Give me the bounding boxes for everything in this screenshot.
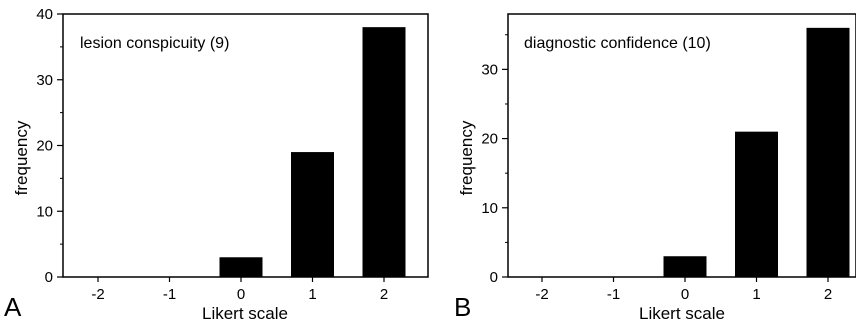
panel-label: A bbox=[4, 292, 22, 322]
bar-2 bbox=[362, 27, 406, 278]
x-tick-label: -2 bbox=[91, 286, 104, 303]
y-tick-label: 10 bbox=[36, 203, 53, 220]
y-tick-label: 20 bbox=[36, 138, 53, 155]
bars-group bbox=[219, 27, 406, 278]
x-tick-label: -1 bbox=[163, 286, 176, 303]
y-tick-label: 0 bbox=[45, 269, 53, 286]
panel-a: -2 -1 0 1 2 0 10 20 30 40 lesion conspicuity (9)… bbox=[4, 6, 429, 323]
x-tick-label: 0 bbox=[681, 286, 689, 303]
y-tick-label: 20 bbox=[481, 131, 498, 148]
annotation: lesion conspicuity (9) bbox=[80, 35, 229, 52]
x-axis-label: Likert scale bbox=[639, 304, 725, 323]
bar-1 bbox=[735, 131, 778, 277]
bar-2 bbox=[806, 27, 850, 278]
panel-label: B bbox=[454, 292, 471, 322]
y-tick-label: 40 bbox=[36, 6, 53, 23]
x-tick-label: 0 bbox=[237, 286, 245, 303]
y-tick-label: 0 bbox=[490, 269, 498, 286]
x-tick-label: 1 bbox=[752, 286, 760, 303]
bars-group bbox=[663, 27, 850, 278]
x-ticks-group: -2 -1 0 1 2 bbox=[535, 277, 832, 303]
bar-0 bbox=[219, 257, 263, 277]
annotation: diagnostic confidence (10) bbox=[524, 35, 711, 52]
y-tick-label: 30 bbox=[481, 61, 498, 78]
x-tick-label: 2 bbox=[380, 286, 388, 303]
y-axis-label: frequency bbox=[457, 120, 476, 195]
x-ticks-group: -2 -1 0 1 2 bbox=[91, 277, 388, 303]
y-ticks-group: 0 10 20 30 bbox=[481, 34, 508, 286]
y-tick-label: 30 bbox=[36, 72, 53, 89]
x-axis-label: Likert scale bbox=[202, 304, 288, 323]
x-tick-label: 2 bbox=[824, 286, 832, 303]
x-tick-label: -1 bbox=[607, 286, 620, 303]
y-ticks-group: 0 10 20 30 40 bbox=[36, 6, 63, 286]
y-tick-label: 10 bbox=[481, 200, 498, 217]
x-tick-label: -2 bbox=[535, 286, 548, 303]
plot-frame bbox=[507, 13, 856, 278]
panel-b: -2 -1 0 1 2 0 10 20 30 diagnostic confidence (1… bbox=[454, 13, 856, 323]
bar-0 bbox=[663, 256, 707, 277]
y-axis-label: frequency bbox=[12, 120, 31, 195]
bar-1 bbox=[291, 152, 334, 277]
x-tick-label: 1 bbox=[308, 286, 316, 303]
